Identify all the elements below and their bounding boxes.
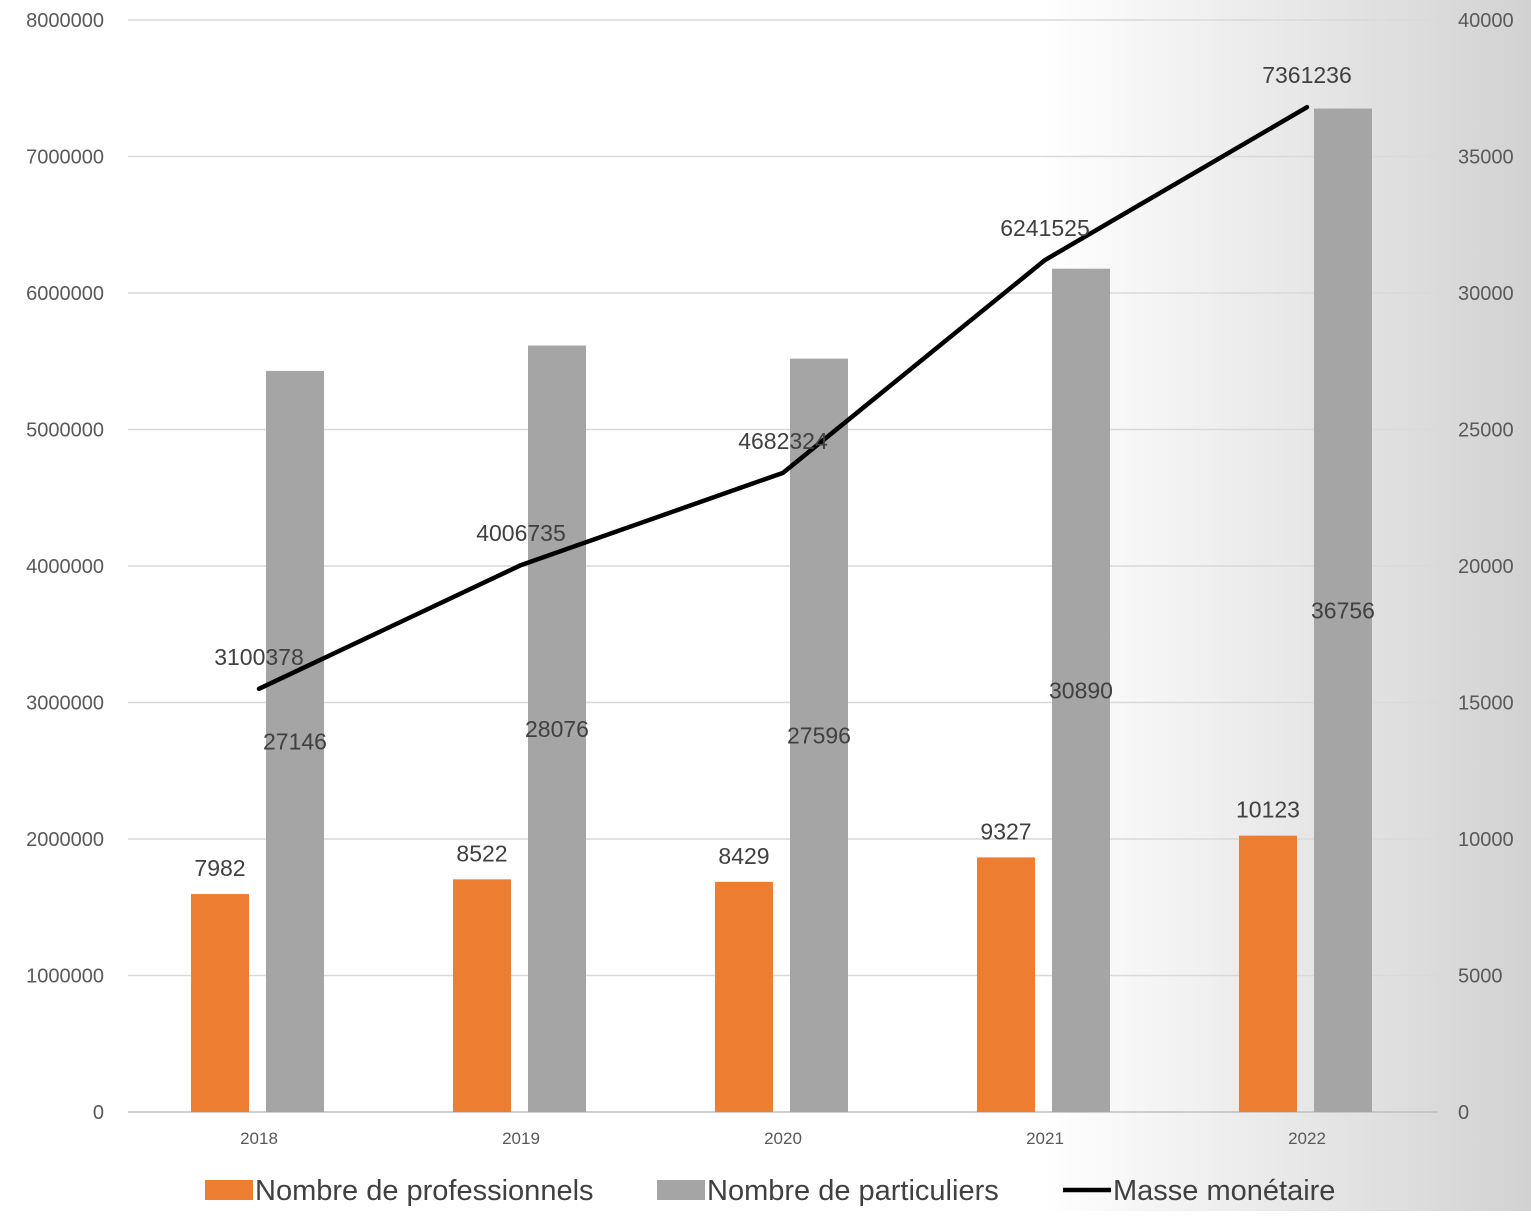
right-tick-label: 0 (1458, 1102, 1469, 1124)
bar-professionnels (715, 882, 773, 1112)
label-particuliers: 27596 (787, 722, 851, 748)
legend-label-particuliers: Nombre de particuliers (707, 1175, 999, 1207)
left-tick-label: 5000000 (26, 420, 104, 442)
label-masse-monetaire: 3100378 (214, 644, 304, 670)
legend: Nombre de professionnels Nombre de partic… (205, 1175, 1335, 1207)
bar-professionnels (453, 879, 511, 1112)
right-tick-label: 30000 (1458, 283, 1514, 305)
left-tick-label: 4000000 (26, 556, 104, 578)
left-tick-label: 7000000 (26, 147, 104, 169)
right-tick-label: 25000 (1458, 420, 1514, 442)
left-tick-label: 6000000 (26, 283, 104, 305)
bar-professionnels (191, 894, 249, 1112)
label-professionnels: 10123 (1236, 797, 1300, 823)
label-particuliers: 28076 (525, 716, 589, 742)
right-tick-label: 20000 (1458, 556, 1514, 578)
right-tick-label: 35000 (1458, 147, 1514, 169)
legend-swatch-professionnels (205, 1180, 253, 1200)
right-tick-label: 15000 (1458, 693, 1514, 715)
legend-swatch-particuliers (657, 1180, 705, 1200)
x-tick-label: 2022 (1288, 1129, 1326, 1148)
label-masse-monetaire: 4006735 (476, 520, 566, 546)
right-tick-label: 40000 (1458, 10, 1514, 32)
legend-label-professionnels: Nombre de professionnels (255, 1175, 594, 1207)
legend-label-masse: Masse monétaire (1113, 1175, 1335, 1207)
bar-professionnels (1239, 836, 1297, 1112)
label-particuliers: 27146 (263, 728, 327, 754)
label-particuliers: 36756 (1311, 597, 1375, 623)
x-tick-label: 2020 (764, 1129, 802, 1148)
label-masse-monetaire: 6241525 (1000, 215, 1090, 241)
label-professionnels: 8429 (718, 843, 769, 869)
x-tick-label: 2019 (502, 1129, 540, 1148)
x-tick-label: 2021 (1026, 1129, 1064, 1148)
label-professionnels: 8522 (456, 840, 507, 866)
label-professionnels: 9327 (980, 818, 1031, 844)
label-masse-monetaire: 7361236 (1262, 62, 1352, 88)
x-tick-label: 2018 (240, 1129, 278, 1148)
label-masse-monetaire: 4682324 (738, 428, 828, 454)
left-tick-label: 1000000 (26, 966, 104, 988)
bar-professionnels (977, 857, 1035, 1112)
left-tick-label: 8000000 (26, 10, 104, 32)
left-tick-label: 2000000 (26, 829, 104, 851)
label-particuliers: 30890 (1049, 677, 1113, 703)
left-tick-label: 0 (93, 1102, 104, 1124)
right-tick-label: 5000 (1458, 966, 1503, 988)
left-tick-label: 3000000 (26, 693, 104, 715)
right-tick-label: 10000 (1458, 829, 1514, 851)
label-professionnels: 7982 (194, 855, 245, 881)
